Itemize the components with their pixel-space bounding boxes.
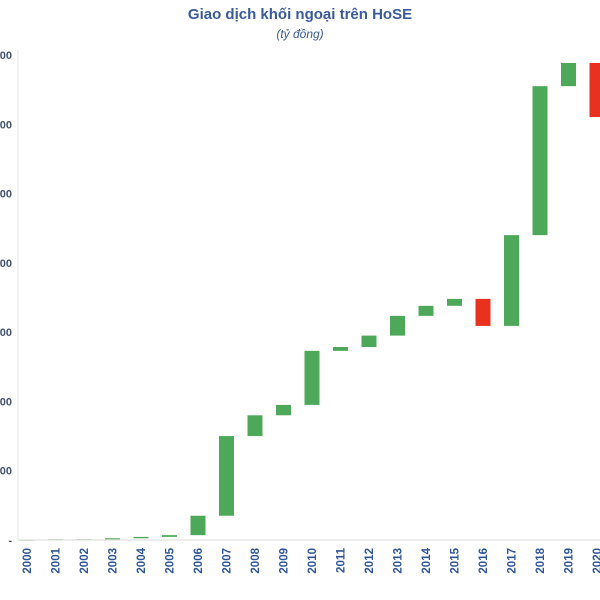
y-axis: - 20,000 40,000 60,000 80,000 100,000 120,000 1… bbox=[0, 50, 19, 547]
bar-2013 bbox=[390, 315, 405, 336]
y-tick-label: 80,000 bbox=[0, 258, 12, 270]
y-tick-label: 40,000 bbox=[0, 396, 12, 408]
bar-2009 bbox=[276, 404, 291, 416]
bar-2005 bbox=[162, 535, 177, 537]
x-tick-label: 2006 bbox=[193, 548, 205, 574]
bar-2004 bbox=[133, 536, 149, 539]
x-tick-label: 2019 bbox=[564, 548, 576, 574]
bars bbox=[19, 62, 600, 541]
x-tick-label: 2011 bbox=[336, 547, 348, 573]
x-tick-label: 2020 bbox=[592, 548, 600, 574]
x-tick-label: 2003 bbox=[108, 548, 120, 574]
bar-2017 bbox=[504, 235, 519, 326]
bar-2018 bbox=[532, 86, 548, 236]
bar-2011 bbox=[333, 347, 348, 351]
bar-2012 bbox=[361, 335, 377, 348]
y-tick-label: 20,000 bbox=[0, 466, 12, 478]
x-tick-label: 2001 bbox=[51, 547, 63, 573]
x-tick-label: 2017 bbox=[507, 548, 519, 574]
x-tick-label: 2013 bbox=[393, 548, 405, 574]
x-tick-label: 2000 bbox=[22, 548, 34, 574]
x-tick-label: 2018 bbox=[535, 547, 547, 573]
bar-2007 bbox=[219, 436, 234, 516]
chart-title: Giao dịch khối ngoại trên HoSE bbox=[188, 6, 412, 23]
chart-subtitle: (tỷ đồng) bbox=[276, 27, 323, 41]
y-tick-label: 140,000 bbox=[0, 50, 12, 62]
x-tick-label: 2016 bbox=[478, 548, 490, 574]
bar-2019 bbox=[561, 62, 576, 87]
y-tick-label: 120,000 bbox=[0, 119, 12, 131]
bar-2014 bbox=[418, 305, 434, 316]
y-tick-label: 100,000 bbox=[0, 189, 12, 201]
bar-2003 bbox=[105, 538, 120, 540]
x-tick-label: 2015 bbox=[450, 547, 462, 573]
x-tick-label: 2014 bbox=[421, 547, 433, 573]
y-tick-label: - bbox=[8, 535, 12, 547]
x-tick-label: 2012 bbox=[364, 548, 376, 574]
x-tick-label: 2005 bbox=[165, 547, 177, 573]
x-tick-label: 2007 bbox=[222, 548, 234, 574]
x-tick-label: 2010 bbox=[307, 548, 319, 574]
bar-2015 bbox=[447, 298, 462, 306]
x-tick-label: 2002 bbox=[79, 548, 91, 574]
x-tick-label: 2004 bbox=[136, 547, 148, 573]
x-axis: 2000 2001 2002 2003 2004 2005 2006 2007 2008 2009… bbox=[18, 539, 600, 574]
bar-2008 bbox=[247, 415, 263, 437]
bar-2010 bbox=[304, 350, 320, 405]
x-tick-label: 2008 bbox=[250, 547, 262, 573]
bar-2016 bbox=[475, 298, 491, 326]
x-tick-label: 2009 bbox=[279, 548, 291, 574]
bar-2020 bbox=[589, 62, 600, 118]
y-tick-label: 60,000 bbox=[0, 327, 12, 339]
bar-2006 bbox=[190, 515, 206, 536]
